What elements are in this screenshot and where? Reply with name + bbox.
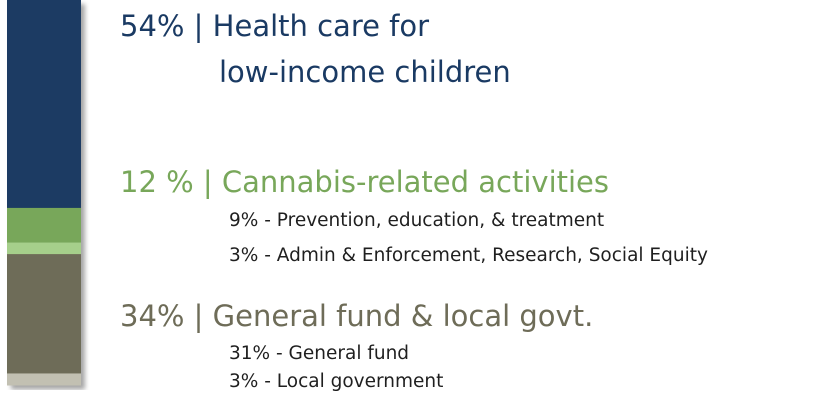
cannabis-item-admin: 3% - Admin & Enforcement, Research, Soci… (229, 245, 708, 266)
health-care-heading: 54% | Health care for (120, 9, 430, 43)
bar-segment-general-fund (7, 254, 81, 374)
bar-segment-prevention (7, 207, 81, 244)
health-care-heading-line2: low-income children (219, 55, 511, 89)
stacked-bar (0, 0, 90, 390)
general-item-general-fund: 31% - General fund (229, 343, 410, 364)
cannabis-heading: 12 % | Cannabis-related activities (120, 165, 610, 199)
stacked-bar-svg (7, 0, 81, 386)
bar-segment-admin (7, 242, 81, 255)
bar-segment-health-care (7, 0, 81, 209)
bar-segment-local-government (7, 373, 81, 386)
general-fund-heading: 34% | General fund & local govt. (120, 299, 594, 333)
general-item-local-government: 3% - Local government (229, 371, 444, 392)
cannabis-item-prevention: 9% - Prevention, education, & treatment (229, 210, 605, 231)
